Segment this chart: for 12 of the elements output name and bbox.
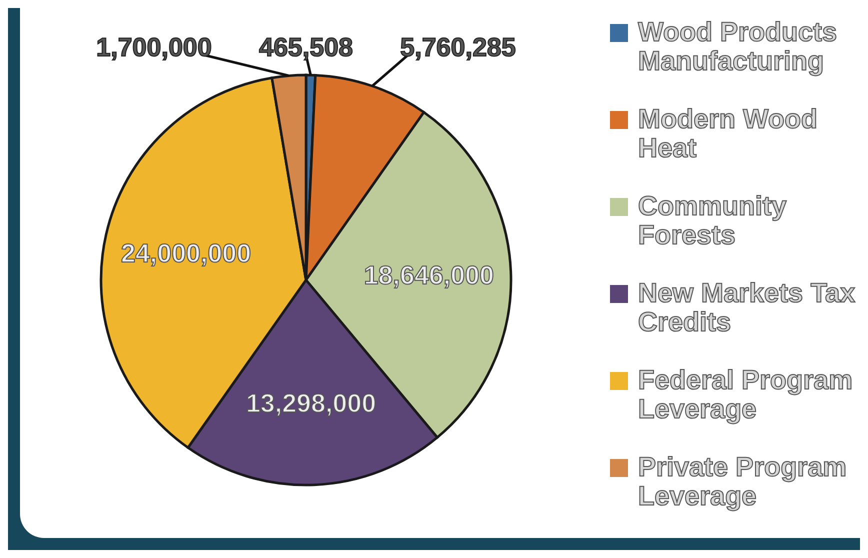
data-label: 465,508 <box>259 32 353 62</box>
legend-label: Community Forests <box>638 191 788 250</box>
legend-label: Federal Program Leverage <box>638 365 854 424</box>
legend-label: Private Program Leverage <box>638 452 848 511</box>
legend-label: Wood Products Manufacturing <box>638 17 838 76</box>
data-label: 5,760,285 <box>400 32 516 62</box>
data-label: 24,000,000 <box>120 238 252 268</box>
data-label: 1,700,000 <box>96 32 212 62</box>
legend-label: Modern Wood Heat <box>638 104 818 163</box>
data-label: 13,298,000 <box>246 388 376 418</box>
legend-label: New Markets Tax Credits <box>638 278 856 337</box>
data-label: 18,646,000 <box>364 260 494 290</box>
